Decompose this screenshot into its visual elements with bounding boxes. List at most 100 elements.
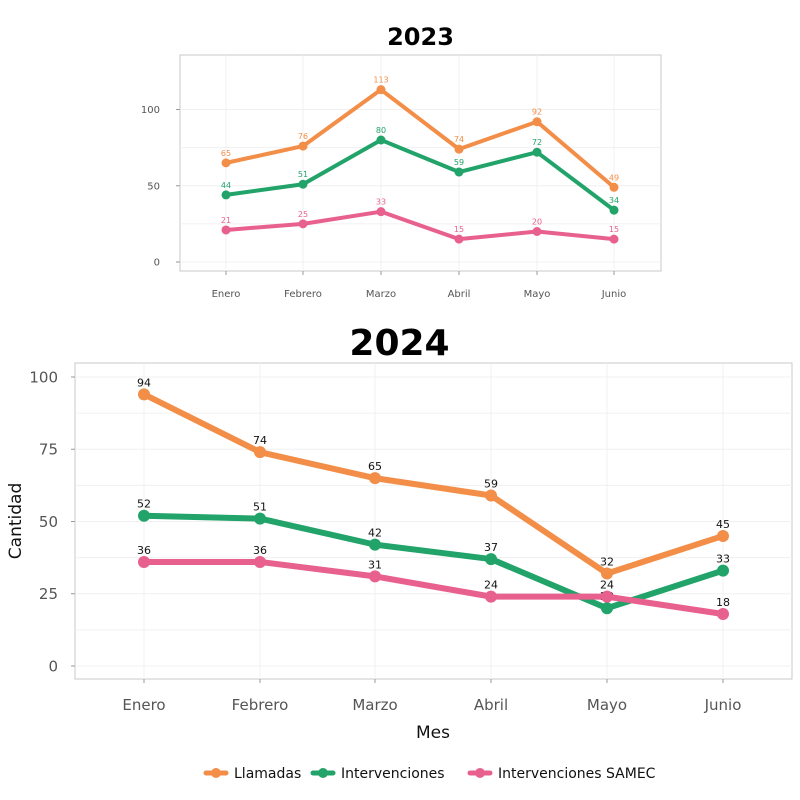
y-tick-label: 75 xyxy=(39,441,58,459)
data-point xyxy=(369,570,381,583)
y-tick-label: 25 xyxy=(39,585,58,603)
data-label: 34 xyxy=(609,196,619,205)
data-point xyxy=(221,190,231,200)
data-label: 113 xyxy=(373,76,388,85)
data-point xyxy=(376,85,386,95)
data-point xyxy=(601,602,613,615)
data-point xyxy=(717,564,729,577)
x-tick-label: Mayo xyxy=(587,696,627,714)
series-line-intervenciones-samec xyxy=(141,558,726,617)
data-point xyxy=(609,205,619,215)
data-label: 51 xyxy=(298,170,308,179)
data-point xyxy=(369,538,381,551)
data-label: 59 xyxy=(454,158,464,167)
legend-item-label: Llamadas xyxy=(234,766,301,782)
chart-2023: 2023 0 50 100 Enero Febrero Marzo Abril Mayo Juni… xyxy=(141,23,662,300)
data-label: 45 xyxy=(716,518,730,531)
data-point xyxy=(254,512,266,525)
y-tick-label: 0 xyxy=(154,258,160,269)
x-tick-label: Junio xyxy=(601,289,627,300)
data-label: 36 xyxy=(253,544,267,557)
data-label: 25 xyxy=(298,210,308,219)
x-tick-label: Junio xyxy=(704,696,742,714)
data-point xyxy=(369,472,381,485)
data-label: 24 xyxy=(600,579,614,592)
y-tick-label: 50 xyxy=(39,513,58,531)
data-point xyxy=(532,227,542,236)
y-axis-label: Cantidad xyxy=(6,483,26,559)
x-tick-label: Abril xyxy=(474,696,508,714)
data-point xyxy=(532,117,542,127)
data-label: 65 xyxy=(368,460,382,473)
x-tick-label: Marzo xyxy=(366,289,396,300)
data-label: 42 xyxy=(368,527,382,540)
data-point xyxy=(298,141,308,151)
y-tick-label: 0 xyxy=(48,657,58,675)
data-point xyxy=(221,158,231,168)
legend-item-label: Intervenciones SAMEC xyxy=(498,766,656,782)
y-tick-label: 100 xyxy=(29,368,58,386)
data-point xyxy=(609,234,619,244)
data-point xyxy=(485,590,497,603)
data-label: 44 xyxy=(221,181,231,190)
x-tick-label: Febrero xyxy=(284,289,322,300)
data-point xyxy=(138,388,150,401)
series-line-intervenciones-samec xyxy=(224,209,616,242)
data-label: 15 xyxy=(454,225,464,234)
data-label: 52 xyxy=(137,498,151,511)
series-line-llamadas xyxy=(224,87,616,190)
data-point xyxy=(454,167,464,177)
data-label: 59 xyxy=(484,477,498,490)
data-point xyxy=(138,509,150,522)
x-tick-label: Abril xyxy=(448,289,471,300)
data-point xyxy=(532,147,542,157)
data-point xyxy=(376,135,386,145)
data-point xyxy=(454,234,464,244)
data-label: 24 xyxy=(484,579,498,592)
data-label: 92 xyxy=(532,108,542,117)
series-line-llamadas xyxy=(141,391,726,577)
data-label: 76 xyxy=(298,132,308,141)
data-label: 72 xyxy=(532,138,542,147)
data-point xyxy=(717,607,729,620)
data-point xyxy=(601,590,613,603)
data-label: 31 xyxy=(368,558,382,571)
data-label: 74 xyxy=(454,135,464,144)
x-tick-label: Marzo xyxy=(352,696,397,714)
chart-2024: 2024 0 25 50 75 100 Enero Febrero Marzo Abril Mayo… xyxy=(6,323,793,743)
legend-swatch-dot xyxy=(475,768,485,778)
data-label: 51 xyxy=(253,501,267,514)
data-label: 15 xyxy=(609,225,619,234)
data-point xyxy=(298,219,308,229)
data-point xyxy=(609,182,619,192)
data-point xyxy=(454,144,464,154)
data-point xyxy=(717,529,729,542)
data-label: 94 xyxy=(137,376,151,389)
data-label: 37 xyxy=(484,541,498,554)
data-label: 21 xyxy=(221,216,231,225)
data-point xyxy=(485,489,497,502)
chart-title: 2023 xyxy=(387,23,454,51)
data-point xyxy=(138,555,150,568)
data-label: 65 xyxy=(221,149,231,158)
data-label: 32 xyxy=(600,556,614,569)
x-axis-label: Mes xyxy=(416,723,450,743)
data-point xyxy=(485,553,497,566)
x-tick-label: Febrero xyxy=(232,696,289,714)
data-point xyxy=(601,567,613,580)
x-tick-label: Enero xyxy=(122,696,165,714)
x-tick-label: Enero xyxy=(212,289,241,300)
data-point xyxy=(376,207,386,217)
legend-swatch-dot xyxy=(211,768,221,778)
data-label: 74 xyxy=(253,434,267,447)
data-label: 33 xyxy=(716,553,730,566)
series-line-intervenciones xyxy=(224,138,616,213)
data-label: 49 xyxy=(609,173,619,182)
chart-title: 2024 xyxy=(349,323,449,364)
legend: Llamadas Intervenciones Intervenciones SAM… xyxy=(203,766,656,782)
y-tick-label: 50 xyxy=(147,181,160,192)
data-point xyxy=(298,179,308,189)
y-tick-label: 100 xyxy=(141,105,160,116)
